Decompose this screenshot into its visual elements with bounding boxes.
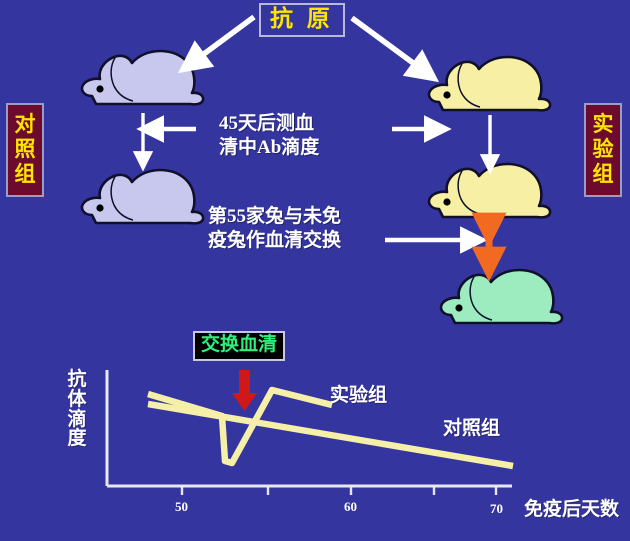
antibody-titer-chart: [105, 370, 514, 495]
chart-ylabel-char-3: 滴: [67, 408, 87, 430]
chart-xtick-label-70: 70: [490, 501, 503, 516]
chart-xtick-label-60: 60: [344, 499, 357, 514]
chart-xlabel: 免疫后天数: [524, 499, 620, 520]
rabbit-naive: [437, 263, 565, 325]
chart-ylabel-char-2: 体: [67, 388, 87, 410]
rabbit-experimental-bottom: [425, 157, 553, 219]
page-title: 抗 原: [259, 3, 345, 38]
rabbit-experimental-top: [425, 50, 553, 112]
chart-series-label-experimental: 实验组: [330, 385, 388, 406]
rabbit-control-bottom: [78, 163, 206, 225]
serum-exchange-arrow-icon: [232, 370, 257, 411]
chart-ylabel: 抗 体 滴 度: [66, 370, 88, 449]
label-experimental-group: 实 验 组: [584, 103, 622, 198]
text-serum-exchange: 第55家兔与未免 疫兔作血清交换: [208, 206, 342, 252]
label-control-group: 对 照 组: [6, 103, 44, 198]
rabbit-control-top: [78, 44, 206, 106]
serum-exchange-tag: 交换血清: [193, 331, 286, 361]
chart-series-experimental: [147, 386, 333, 467]
text-measure-titer: 45天后测血 清中Ab滴度: [219, 113, 320, 159]
chart-series-label-control: 对照组: [443, 418, 501, 439]
label-control-char-1: 对: [14, 112, 36, 136]
label-exp-char-1: 实: [592, 112, 614, 136]
chart-xtick-label-50: 50: [175, 499, 188, 514]
label-control-char-2: 照: [14, 136, 36, 161]
chart-ylabel-char-1: 抗: [67, 369, 87, 390]
label-exp-char-3: 组: [592, 161, 614, 186]
label-control-char-3: 组: [14, 161, 36, 186]
label-exp-char-2: 验: [592, 136, 614, 161]
arrow-antigen-to-experimental: [350, 15, 440, 83]
chart-ylabel-char-4: 度: [67, 428, 87, 450]
